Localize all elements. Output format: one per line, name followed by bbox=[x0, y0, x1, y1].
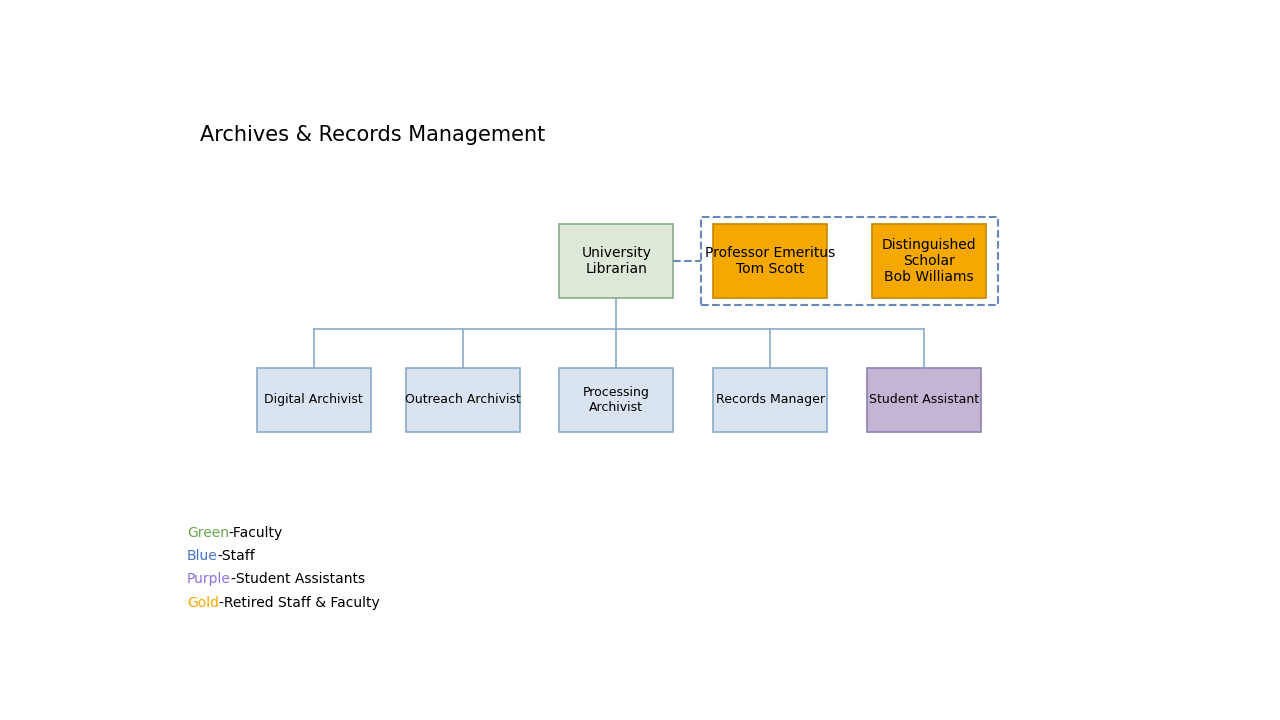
Text: University
Librarian: University Librarian bbox=[581, 246, 652, 276]
Text: Professor Emeritus
Tom Scott: Professor Emeritus Tom Scott bbox=[705, 246, 836, 276]
Text: -Staff: -Staff bbox=[218, 549, 255, 563]
Text: Records Manager: Records Manager bbox=[716, 393, 824, 406]
Text: Archives & Records Management: Archives & Records Management bbox=[200, 125, 545, 145]
Text: Digital Archivist: Digital Archivist bbox=[265, 393, 364, 406]
Text: Green: Green bbox=[187, 526, 229, 540]
Text: Purple: Purple bbox=[187, 572, 230, 586]
FancyBboxPatch shape bbox=[559, 224, 673, 299]
Text: Gold: Gold bbox=[187, 595, 219, 610]
FancyBboxPatch shape bbox=[713, 224, 827, 299]
FancyBboxPatch shape bbox=[872, 224, 986, 299]
Text: -Student Assistants: -Student Assistants bbox=[230, 572, 365, 586]
Text: Outreach Archivist: Outreach Archivist bbox=[404, 393, 521, 406]
Text: Blue: Blue bbox=[187, 549, 218, 563]
Text: -Faculty: -Faculty bbox=[229, 526, 283, 540]
FancyBboxPatch shape bbox=[406, 368, 520, 431]
FancyBboxPatch shape bbox=[867, 368, 980, 431]
Text: Student Assistant: Student Assistant bbox=[869, 393, 979, 406]
FancyBboxPatch shape bbox=[713, 368, 827, 431]
Text: -Retired Staff & Faculty: -Retired Staff & Faculty bbox=[219, 595, 380, 610]
Text: Distinguished
Scholar
Bob Williams: Distinguished Scholar Bob Williams bbox=[882, 238, 977, 284]
FancyBboxPatch shape bbox=[559, 368, 673, 431]
Text: Processing
Archivist: Processing Archivist bbox=[582, 386, 650, 413]
FancyBboxPatch shape bbox=[257, 368, 371, 431]
